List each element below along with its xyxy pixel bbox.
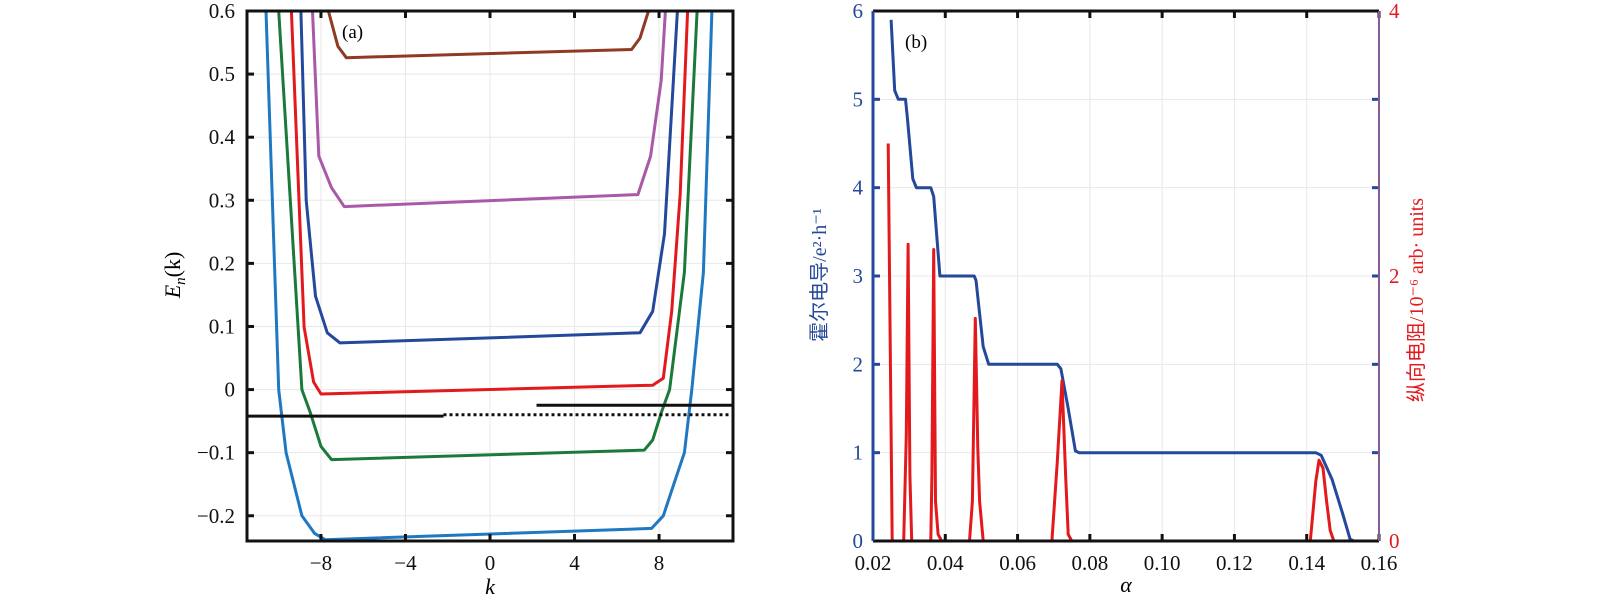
- ylabel-main: E: [160, 284, 185, 299]
- y-tick-label-right: 4: [1389, 0, 1400, 23]
- panel-b-lines: [886, 19, 1379, 543]
- y-tick-label-left: 0: [853, 529, 864, 553]
- longitudinal-resistance-line: [886, 143, 1379, 543]
- x-tick-label: 0.08: [1071, 551, 1108, 575]
- panel-a-lines: [247, 10, 733, 542]
- x-tick-label: 0.14: [1288, 551, 1325, 575]
- panel-a-xlabel: k: [485, 574, 496, 599]
- y-tick-label-left: 6: [853, 0, 864, 23]
- panel-b-axes: 0.02 0.04 0.06 0.08 0.10 0.12 0.14 0.1601234560…: [853, 0, 1401, 575]
- y-tick-label-left: 4: [853, 176, 864, 200]
- y-tick-label: 0.1: [209, 314, 235, 338]
- y-tick-label-left: 3: [853, 264, 864, 288]
- y-tick-label: 0.4: [209, 125, 236, 149]
- panel-a: −8 −4 0 4 8 −0.2 −0.1 0 0.1 0.2 0.3 0.4 0.5 0.6 (a) k…: [160, 0, 735, 599]
- panel-b-ylabel-left: 霍尔电导/e²·h⁻¹: [808, 208, 831, 342]
- y-tick-label: 0.3: [209, 188, 235, 212]
- x-tick-label: 0.06: [999, 551, 1036, 575]
- panel-a-ylabel: En(k): [160, 252, 189, 300]
- x-tick-label: 8: [654, 551, 665, 575]
- x-tick-label: 0.02: [855, 551, 892, 575]
- y-tick-label: 0.2: [209, 251, 235, 275]
- y-tick-label-right: 2: [1389, 264, 1400, 288]
- panel-b-ylabel-right: 纵向电阻/10⁻⁶ arb· units: [1405, 198, 1428, 402]
- panel-b-label: (b): [905, 32, 927, 53]
- x-tick-label: −8: [310, 551, 332, 575]
- y-tick-label: −0.2: [197, 504, 235, 528]
- y-tick-label-right: 0: [1389, 529, 1400, 553]
- band-line-1: [264, 10, 714, 542]
- ylabel-rest: (k): [160, 252, 185, 278]
- band-line-2: [277, 10, 699, 462]
- band-line-3: [289, 10, 690, 396]
- x-tick-label: −4: [394, 551, 417, 575]
- x-tick-label: 0: [485, 551, 496, 575]
- panel-a-axes: −8 −4 0 4 8 −0.2 −0.1 0 0.1 0.2 0.3 0.4 0.5 0.6: [197, 0, 735, 575]
- y-tick-label: 0.5: [209, 62, 235, 86]
- ylabel-sub: n: [173, 277, 189, 285]
- panel-b-xlabel: α: [1120, 572, 1132, 597]
- band-line-6: [326, 10, 650, 60]
- band-line-5: [311, 10, 667, 209]
- band-line-4: [299, 10, 679, 345]
- hall-conductance-line: [889, 19, 1379, 543]
- x-tick-label: 4: [569, 551, 580, 575]
- x-tick-label: 0.04: [927, 551, 964, 575]
- y-tick-label-left: 1: [853, 441, 864, 465]
- x-tick-label: 0.16: [1361, 551, 1398, 575]
- y-tick-label-left: 2: [853, 352, 864, 376]
- y-tick-label: −0.1: [197, 441, 235, 465]
- x-tick-label: 0.12: [1216, 551, 1253, 575]
- x-tick-label: 0.10: [1144, 551, 1181, 575]
- panel-a-frame: [245, 9, 735, 543]
- panel-b: 0.02 0.04 0.06 0.08 0.10 0.12 0.14 0.1601234560…: [808, 0, 1428, 597]
- y-tick-label: 0: [225, 378, 236, 402]
- panel-a-label: (a): [342, 22, 363, 43]
- y-tick-label: 0.6: [209, 0, 235, 23]
- y-tick-label-left: 5: [853, 87, 864, 111]
